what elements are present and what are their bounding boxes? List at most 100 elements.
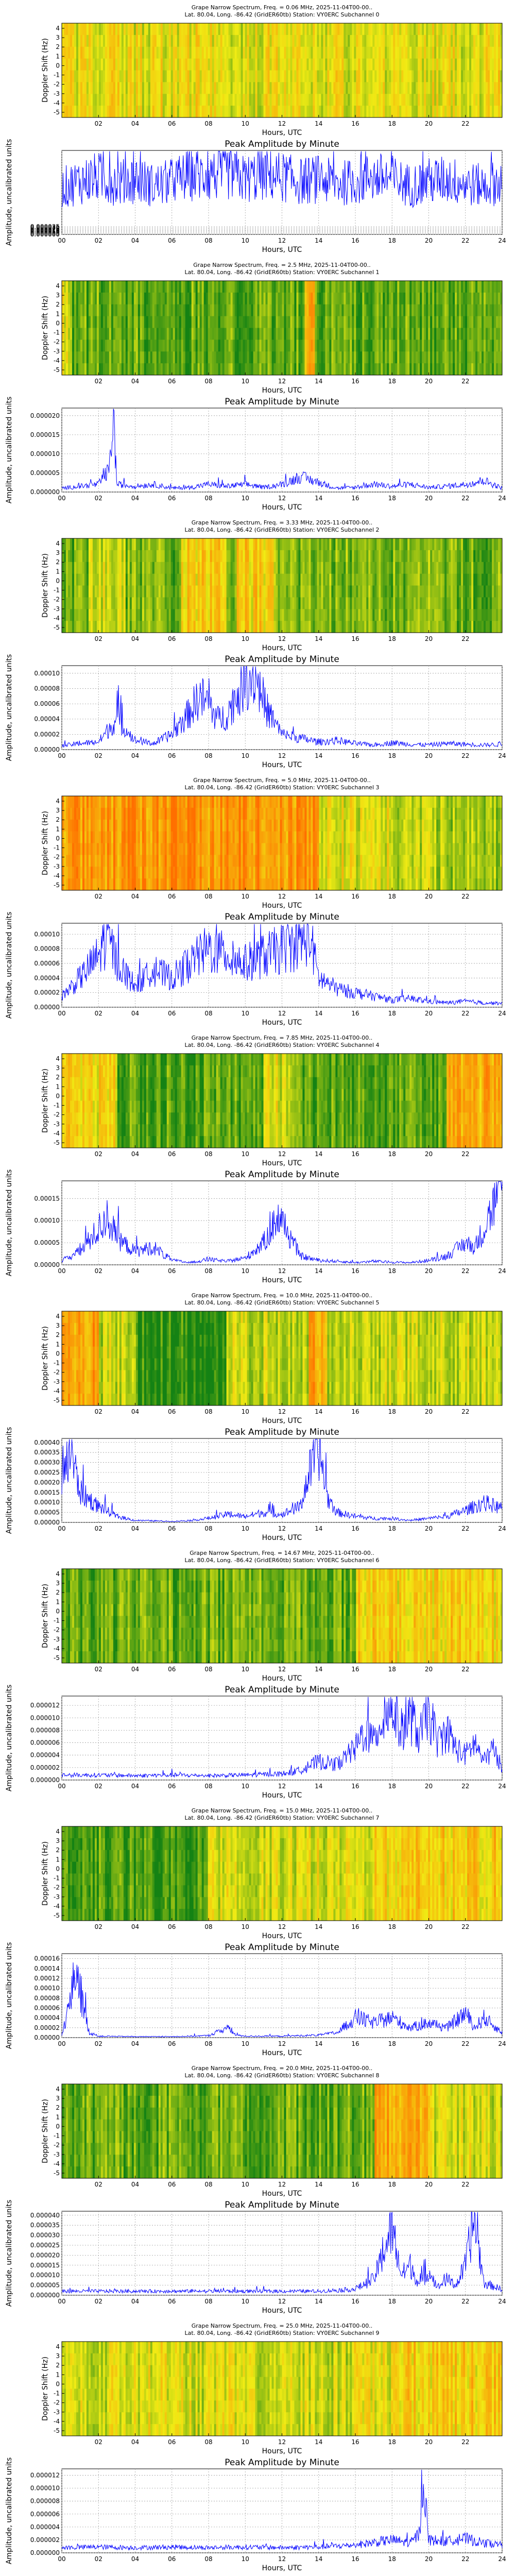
heatmap-cell bbox=[278, 47, 280, 59]
heatmap-cell bbox=[459, 94, 461, 106]
heatmap-cell bbox=[210, 363, 212, 375]
heatmap-cell bbox=[300, 562, 302, 574]
heatmap-cell bbox=[72, 351, 74, 363]
heatmap-cell bbox=[258, 586, 260, 598]
heatmap-cell bbox=[119, 340, 122, 351]
heatmap-cell bbox=[264, 562, 266, 574]
heatmap-cell bbox=[152, 609, 154, 621]
heatmap-cell bbox=[260, 363, 262, 375]
heatmap-cell bbox=[91, 304, 93, 316]
heatmap-cell bbox=[422, 281, 424, 293]
heatmap-cell bbox=[196, 609, 198, 621]
heatmap-cell bbox=[424, 340, 426, 351]
heatmap-cell bbox=[103, 316, 105, 328]
heatmap-cell bbox=[276, 316, 278, 328]
heatmap-cell bbox=[266, 316, 268, 328]
heatmap-cell bbox=[204, 340, 206, 351]
heatmap-cell bbox=[479, 351, 482, 363]
heatmap-cell bbox=[381, 351, 383, 363]
heatmap-cell bbox=[222, 550, 225, 562]
heatmap-cell bbox=[455, 363, 457, 375]
heatmap-cell bbox=[432, 281, 434, 293]
heatmap-cell bbox=[274, 538, 276, 550]
heatmap-cell bbox=[272, 82, 274, 94]
heatmap-cell bbox=[142, 574, 144, 586]
heatmap-cell bbox=[416, 562, 418, 574]
heatmap-cell bbox=[140, 574, 142, 586]
heatmap-cell bbox=[237, 71, 239, 82]
heatmap-cell bbox=[358, 574, 360, 586]
heatmap-cell bbox=[206, 550, 208, 562]
heatmap-cell bbox=[379, 304, 381, 316]
heatmap-cell bbox=[91, 328, 93, 340]
heatmap-cell bbox=[449, 363, 451, 375]
x-tick-label: 22 bbox=[461, 378, 469, 385]
heatmap-cell bbox=[482, 328, 484, 340]
heatmap-cell bbox=[190, 363, 192, 375]
heatmap-cell bbox=[486, 71, 488, 82]
heatmap-cell bbox=[379, 106, 381, 117]
heatmap-cell bbox=[247, 328, 249, 340]
heatmap-cell bbox=[364, 293, 366, 304]
heatmap-cell bbox=[329, 574, 331, 586]
heatmap-cell bbox=[389, 281, 391, 293]
heatmap-cell bbox=[229, 550, 231, 562]
heatmap-cell bbox=[449, 106, 451, 117]
heatmap-cell bbox=[214, 351, 216, 363]
heatmap-cell bbox=[245, 328, 247, 340]
heatmap-cell bbox=[72, 59, 74, 71]
heatmap-cell bbox=[397, 574, 399, 586]
heatmap-cell bbox=[249, 106, 251, 117]
heatmap-cell bbox=[202, 94, 204, 106]
heatmap-cell bbox=[200, 281, 202, 293]
heatmap-cell bbox=[403, 316, 405, 328]
heatmap-cell bbox=[385, 316, 387, 328]
heatmap-cell bbox=[167, 71, 169, 82]
heatmap-cell bbox=[352, 363, 354, 375]
heatmap-cell bbox=[264, 574, 266, 586]
heatmap-cell bbox=[490, 94, 492, 106]
heatmap-cell bbox=[99, 550, 101, 562]
heatmap-cell bbox=[220, 281, 222, 293]
heatmap-cell bbox=[346, 574, 348, 586]
heatmap-cell bbox=[239, 59, 241, 71]
heatmap-cell bbox=[255, 328, 258, 340]
heatmap-cell bbox=[260, 574, 262, 586]
heatmap-cell bbox=[192, 597, 194, 609]
heatmap-cell bbox=[243, 94, 245, 106]
heatmap-cell bbox=[270, 340, 272, 351]
heatmap-cell bbox=[163, 23, 165, 35]
heatmap-cell bbox=[444, 328, 447, 340]
heatmap-cell bbox=[130, 550, 132, 562]
heatmap-cell bbox=[138, 281, 140, 293]
heatmap-cell bbox=[130, 47, 132, 59]
heatmap-cell bbox=[449, 304, 451, 316]
heatmap-cell bbox=[354, 304, 356, 316]
heatmap-cell bbox=[62, 597, 64, 609]
heatmap-cell bbox=[358, 82, 360, 94]
heatmap-cell bbox=[447, 35, 449, 47]
heatmap-cell bbox=[196, 82, 198, 94]
heatmap-cell bbox=[97, 304, 99, 316]
x-axis-label: Hours, UTC bbox=[262, 246, 302, 254]
heatmap-cell bbox=[426, 23, 428, 35]
heatmap-cell bbox=[111, 304, 113, 316]
heatmap-cell bbox=[414, 550, 416, 562]
heatmap-cell bbox=[136, 35, 138, 47]
heatmap-cell bbox=[323, 47, 325, 59]
heatmap-cell bbox=[222, 23, 225, 35]
heatmap-cell bbox=[354, 59, 356, 71]
heatmap-cell bbox=[227, 82, 229, 94]
heatmap-cell bbox=[451, 293, 453, 304]
heatmap-cell bbox=[152, 304, 154, 316]
heatmap-cell bbox=[298, 304, 300, 316]
heatmap-cell bbox=[126, 538, 128, 550]
heatmap-cell bbox=[159, 340, 161, 351]
heatmap-cell bbox=[105, 562, 107, 574]
heatmap-cell bbox=[216, 94, 218, 106]
heatmap-cell bbox=[260, 281, 262, 293]
heatmap-cell bbox=[424, 94, 426, 106]
heatmap-cell bbox=[465, 351, 467, 363]
heatmap-cell bbox=[440, 363, 442, 375]
heatmap-cell bbox=[321, 550, 323, 562]
